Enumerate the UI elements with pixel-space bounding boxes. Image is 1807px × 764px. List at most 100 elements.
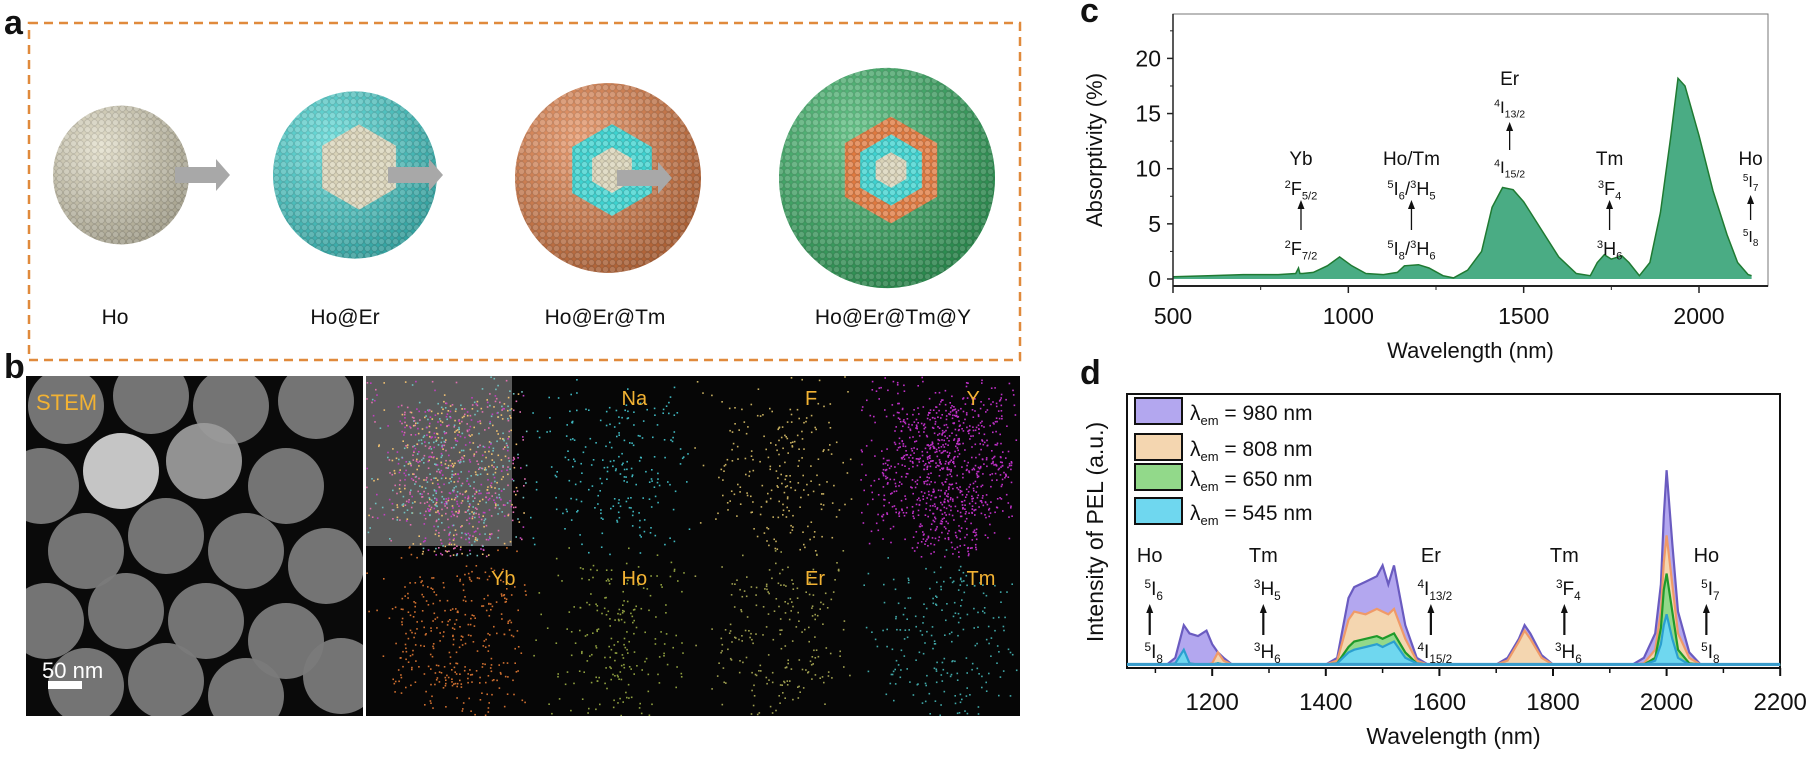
- eds-dot: [806, 571, 809, 574]
- eds-dot: [673, 414, 676, 416]
- eds-dot: [956, 442, 958, 445]
- eds-dot: [813, 531, 816, 533]
- eds-dot: [496, 632, 498, 635]
- eds-dot: [388, 498, 391, 501]
- eds-dot: [978, 673, 980, 675]
- eds-dot: [886, 476, 889, 479]
- eds-dot: [750, 403, 753, 406]
- eds-dot: [790, 610, 792, 612]
- eds-dot: [778, 439, 780, 442]
- eds-dot: [639, 519, 641, 522]
- eds-dot: [971, 495, 973, 498]
- eds-dot: [789, 598, 792, 600]
- eds-dot: [959, 511, 962, 514]
- eds-dot: [909, 597, 912, 599]
- eds-dot: [962, 628, 965, 631]
- eds-dot: [941, 513, 944, 515]
- eds-dot: [473, 540, 476, 543]
- eds-dot: [730, 594, 733, 596]
- eds-dot: [618, 678, 620, 680]
- eds-dot: [726, 458, 729, 461]
- eds-dot: [470, 580, 473, 582]
- eds-dot: [433, 507, 436, 510]
- eds-dot: [923, 427, 926, 430]
- eds-dot: [759, 513, 762, 516]
- eds-dot: [601, 612, 603, 615]
- eds-dot: [1000, 393, 1003, 396]
- eds-dot: [809, 538, 811, 541]
- eds-dot: [932, 512, 935, 515]
- eds-dot: [474, 713, 476, 716]
- eds-dot: [753, 695, 756, 697]
- eds-dot: [609, 460, 612, 463]
- eds-dot: [899, 446, 901, 448]
- eds-dot: [883, 601, 886, 604]
- eds-dot: [829, 403, 832, 405]
- eds-dot: [421, 553, 424, 555]
- eds-dot: [440, 464, 443, 466]
- eds-dot: [480, 407, 483, 410]
- eds-dot: [464, 532, 467, 535]
- eds-dot: [896, 384, 899, 386]
- eds-map-overlay: [366, 376, 528, 558]
- eds-dot: [400, 608, 403, 610]
- eds-dot: [951, 410, 954, 412]
- eds-dot: [825, 647, 828, 649]
- eds-dot: [475, 489, 478, 492]
- eds-dot: [469, 534, 471, 537]
- eds-dot: [835, 441, 838, 444]
- eds-dot: [1008, 462, 1011, 465]
- eds-dot: [918, 504, 921, 506]
- eds-dot: [513, 693, 515, 696]
- eds-dot: [842, 461, 844, 464]
- eds-dot: [784, 461, 786, 464]
- eds-dot: [943, 501, 945, 504]
- eds-dot: [814, 613, 816, 616]
- eds-dot: [998, 694, 1000, 697]
- eds-dot: [679, 463, 682, 465]
- eds-dot: [906, 668, 908, 670]
- eds-dot: [740, 610, 743, 613]
- eds-dot: [925, 607, 928, 610]
- eds-dot: [765, 676, 768, 679]
- eds-dot: [491, 464, 493, 467]
- eds-dot: [458, 431, 460, 433]
- legend-swatch: [1134, 463, 1183, 491]
- eds-dot: [493, 377, 496, 380]
- eds-dot: [596, 630, 598, 633]
- eds-dot: [515, 443, 518, 446]
- eds-dot: [610, 667, 612, 670]
- eds-dot: [938, 403, 941, 406]
- eds-dot: [805, 420, 807, 423]
- ion-label: Tm: [1249, 545, 1278, 567]
- eds-dot: [651, 480, 653, 482]
- eds-dot: [449, 410, 452, 413]
- nanoparticle: [208, 513, 284, 589]
- eds-dot: [613, 498, 616, 500]
- eds-dot: [459, 679, 461, 682]
- eds-dot: [925, 502, 928, 505]
- eds-dot: [975, 548, 978, 551]
- eds-dot: [480, 492, 482, 495]
- eds-dot: [665, 604, 667, 606]
- eds-dot: [961, 504, 964, 506]
- eds-dot: [581, 472, 583, 474]
- eds-dot: [412, 454, 414, 456]
- eds-dot: [642, 587, 645, 589]
- eds-dot: [775, 598, 778, 600]
- eds-dot: [617, 511, 620, 514]
- eds-dot: [755, 674, 758, 677]
- eds-dot: [445, 706, 447, 708]
- term-symbol: H: [1416, 179, 1429, 199]
- eds-dot: [606, 687, 608, 690]
- eds-dot: [511, 478, 514, 481]
- eds-dot: [444, 500, 447, 503]
- eds-dot: [940, 674, 943, 676]
- eds-dot: [469, 623, 472, 626]
- upper-level: 4I13/2: [1494, 98, 1525, 121]
- eds-dot: [439, 418, 441, 420]
- eds-dot: [423, 479, 425, 481]
- eds-dot: [566, 424, 568, 426]
- eds-dot: [971, 508, 974, 510]
